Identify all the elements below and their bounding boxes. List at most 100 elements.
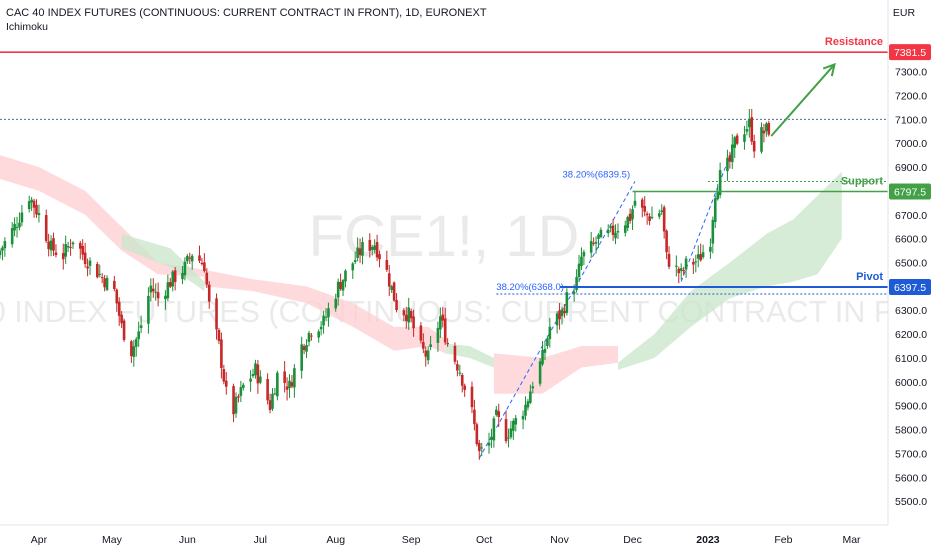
candle — [514, 414, 518, 432]
candle — [78, 240, 82, 260]
candle-body — [351, 263, 355, 271]
candle — [164, 290, 167, 310]
candle — [487, 432, 491, 454]
candle — [169, 277, 172, 288]
candle-body — [541, 350, 544, 365]
candle-body — [234, 396, 238, 414]
candle — [147, 287, 150, 334]
candle — [675, 255, 678, 277]
candle — [733, 135, 737, 159]
candle — [694, 254, 698, 273]
candle — [13, 217, 16, 237]
candle — [293, 364, 296, 398]
candle-body — [385, 259, 389, 270]
candle — [96, 261, 99, 279]
candle — [234, 392, 238, 418]
candle-body — [443, 318, 447, 343]
candle — [711, 216, 715, 254]
candle — [3, 237, 7, 257]
candle — [387, 264, 391, 297]
candle — [268, 393, 272, 414]
candle — [679, 263, 683, 280]
candle — [395, 293, 398, 313]
candle — [54, 244, 58, 258]
candle — [32, 198, 36, 218]
candle — [436, 321, 440, 352]
candle-body — [565, 292, 569, 313]
candle — [682, 266, 685, 276]
price-tag-label-resistance: 7381.5 — [894, 47, 926, 59]
candle — [266, 373, 269, 405]
candle — [52, 232, 55, 257]
candle — [132, 339, 136, 367]
candle — [750, 108, 754, 145]
price-axis-bg — [888, 0, 932, 550]
candle — [271, 388, 274, 411]
candle — [692, 258, 695, 275]
x-tick-label: Dec — [623, 534, 642, 546]
candle-body — [3, 241, 7, 249]
candle-body — [684, 258, 688, 270]
candle-body — [458, 372, 462, 374]
candle — [237, 393, 240, 403]
candle-body — [88, 260, 92, 266]
candle — [743, 125, 746, 150]
candle-body — [1, 247, 4, 251]
candle-body — [27, 201, 31, 210]
candle-body — [529, 391, 532, 403]
x-tick-label: May — [102, 534, 123, 546]
candle — [713, 195, 717, 229]
candle — [767, 120, 771, 137]
candle-body — [188, 257, 192, 259]
candle-body — [645, 213, 649, 216]
candle — [509, 420, 513, 440]
candle-body — [249, 378, 252, 382]
price-tag-pivot — [889, 278, 931, 295]
candle-body — [373, 245, 376, 250]
y-tick-label: 5900.0 — [895, 401, 927, 413]
candle-body — [422, 342, 425, 349]
level-name-pivot: Pivot — [856, 271, 883, 283]
candle — [341, 278, 345, 297]
candle-body — [120, 314, 123, 324]
candle — [463, 383, 466, 397]
y-tick-label: 6300.0 — [895, 305, 927, 317]
candle-body — [122, 320, 126, 340]
candle — [531, 381, 535, 394]
candle — [310, 332, 313, 341]
candle — [305, 339, 308, 358]
candle-body — [271, 393, 274, 409]
candle — [290, 375, 294, 389]
candle-body — [572, 291, 576, 294]
candle — [402, 308, 406, 322]
candle — [181, 265, 184, 285]
candle-body — [334, 298, 338, 309]
candle — [765, 121, 768, 137]
candle — [188, 252, 192, 265]
watermark-description: CAC 40 INDEX FUTURES (CONTINUOUS: CURREN… — [0, 295, 932, 329]
candle — [456, 360, 459, 377]
candle — [88, 257, 92, 275]
candle-body — [154, 291, 158, 293]
candle — [186, 253, 189, 265]
candle — [254, 359, 257, 379]
candle — [100, 273, 104, 284]
candle-body — [555, 313, 559, 326]
candle-body — [743, 134, 746, 142]
candle-body — [37, 213, 41, 216]
candle — [718, 162, 722, 199]
candle — [745, 120, 749, 136]
candle — [122, 318, 126, 342]
candle-body — [392, 282, 396, 301]
cloud-segment-bear-2 — [204, 269, 446, 354]
price-tag-support — [889, 183, 931, 200]
candle-body — [623, 225, 627, 233]
candle-body — [512, 420, 515, 431]
currency-label: EUR — [893, 7, 916, 19]
candle-body — [745, 128, 749, 132]
candle-body — [660, 210, 664, 213]
candle-body — [137, 331, 140, 340]
candle-body — [13, 223, 16, 231]
